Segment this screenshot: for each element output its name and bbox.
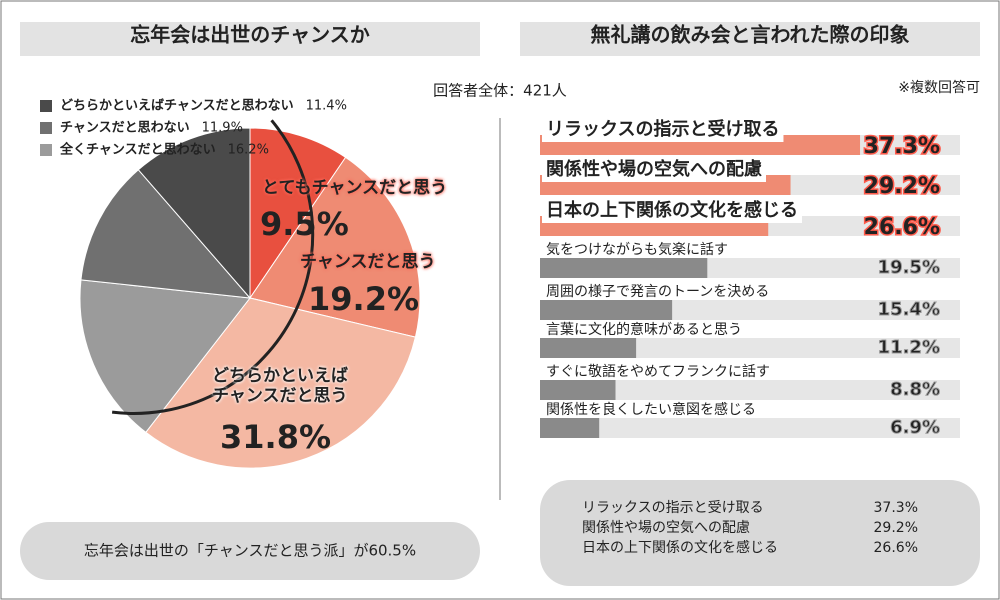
bar-value: 19.5% [878, 257, 940, 278]
pie-slice [145, 297, 417, 469]
decor-arc [111, 119, 315, 415]
bar-label: 周囲の様子で発言のトーンを決める [546, 284, 769, 300]
bar-value: 15.4% [878, 299, 940, 320]
legend-value: 11.4% [306, 99, 347, 114]
label-bg [542, 197, 802, 223]
pie-slice [249, 156, 421, 338]
summary-label: 日本の上下関係の文化を感じる [582, 539, 778, 556]
pie-slice [80, 169, 252, 299]
chart-title: 忘年会は出世のチャンスか [130, 23, 369, 47]
pie-slice [249, 127, 347, 300]
slice-label: どちらかといえばチャンスだと思う [212, 366, 348, 406]
chart-title: 無礼講の飲み会と言われた際の印象 [591, 23, 910, 47]
bar-label: 関係性や場の空気への配慮 [546, 158, 762, 180]
annotation: 忘年会は出世の「チャンスだと思う派」が60.5% [84, 542, 416, 560]
bar-label: 言葉に文化的意味があると思う [546, 321, 742, 338]
slice-label: とてもチャンスだと思う [262, 178, 448, 198]
bar-value: 8.8% [890, 379, 940, 400]
legend-swatch [40, 100, 52, 112]
slice-label: チャンスだと思う [300, 252, 436, 272]
bar [540, 258, 708, 278]
legend-swatch [40, 122, 52, 134]
bar-track [540, 418, 960, 438]
bar [540, 300, 673, 320]
legend-value: 16.2% [228, 143, 269, 158]
pie-slice [79, 279, 251, 434]
bar-track [540, 338, 960, 358]
bar-value: 29.2% [864, 174, 940, 199]
title-bar [20, 22, 480, 56]
bar-label: 日本の上下関係の文化を感じる [546, 199, 798, 221]
legend-value: 11.9% [202, 121, 243, 136]
bar [540, 418, 600, 438]
legend-label: 全くチャンスだと思わない [59, 142, 216, 158]
respondents: 回答者全体：421人 [433, 82, 567, 100]
label-bg [542, 156, 766, 182]
summary-label: 関係性や場の空気への配慮 [582, 520, 750, 536]
bar-label: リラックスの指示と受け取る [546, 118, 779, 140]
slice-value: 9.5% [260, 205, 349, 243]
bar-track [540, 380, 960, 400]
summary-label: リラックスの指示と受け取る [582, 500, 764, 516]
summary-value: 37.3% [874, 500, 918, 516]
bar-label: 気をつけながらも気楽に話す [546, 241, 728, 258]
summary-value: 29.2% [874, 520, 918, 536]
bar-label: すぐに敬語をやめてフランクに話す [546, 363, 770, 380]
bar-label: 関係性を良くしたい意図を感じる [546, 401, 756, 418]
legend-label: どちらかといえばチャンスだと思わない [60, 99, 294, 114]
summary-value: 26.6% [874, 540, 918, 556]
title-bar [520, 22, 980, 56]
label-bg [542, 116, 784, 142]
legend-swatch [40, 144, 52, 156]
pie-slice [137, 127, 251, 300]
slice-value: 31.8% [220, 418, 332, 456]
bar-value: 26.6% [864, 215, 940, 240]
bar-value: 6.9% [890, 417, 940, 438]
legend-label: チャンスだと思わない [60, 121, 190, 136]
summary-box [540, 480, 980, 586]
bar-value: 11.2% [878, 337, 940, 358]
bar [540, 338, 637, 358]
bar-value: 37.3% [864, 134, 940, 159]
bar [540, 380, 616, 400]
slice-value: 19.2% [308, 280, 420, 318]
annotation-box [20, 522, 480, 580]
note: ※複数回答可 [898, 79, 980, 96]
